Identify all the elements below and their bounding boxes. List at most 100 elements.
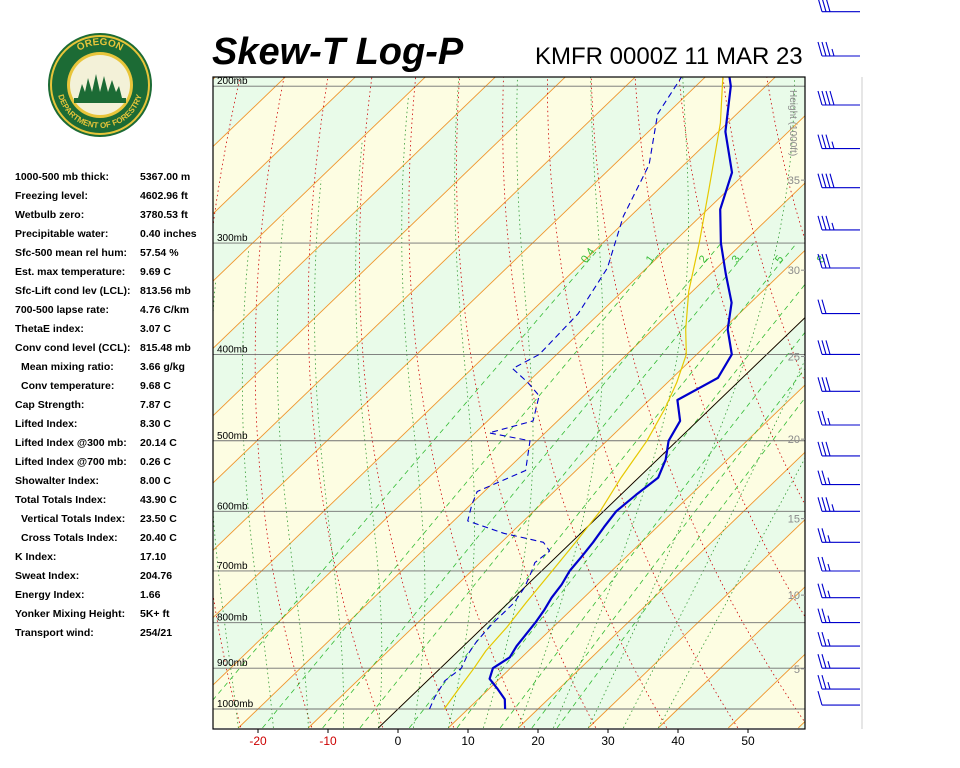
index-row: Cap Strength: 7.87 C [15,396,215,415]
wind-barb-flag [817,497,823,512]
index-value: 8.30 C [140,418,171,430]
isotherm-line [213,77,706,551]
wind-barb-flag [821,90,827,106]
wind-barb [817,497,860,512]
pressure-label: 200mb [217,76,248,87]
wind-barb-half-flag [827,477,831,485]
temperature-band [798,721,805,728]
wind-barb-half-flag [831,48,835,57]
stability-indices-panel: 1000-500 mb thick: 5367.00 m Freezing leve… [15,168,215,643]
index-value: 20.40 C [140,532,177,544]
isotherm-line [213,77,776,619]
wind-barb [817,215,860,231]
wind-barb-flag [825,90,831,106]
isotherm-line [448,384,805,729]
dry-adiabat [358,77,455,729]
dry-adiabat [307,77,384,729]
index-value: 3.07 C [140,323,171,335]
wind-barb-flag [825,377,831,392]
height-tick-label: 25 [788,351,800,363]
temperature-tick-label: -10 [319,734,337,748]
index-row: Est. max temperature: 9.69 C [15,263,215,282]
height-tick-label: 10 [788,590,800,602]
wind-barb [817,41,860,57]
dry-adiabat [932,0,960,732]
pressure-label: 800mb [217,613,248,624]
wind-barb-flag [821,441,827,457]
wind-barb-half-flag [831,141,835,149]
isotherm-line [518,451,805,729]
index-row: Vertical Totals Index: 23.50 C [15,510,215,529]
index-value: 7.87 C [140,399,171,411]
moist-adiabat [518,77,604,729]
pressure-label: 600mb [217,501,248,512]
wind-barb-flag [821,608,827,623]
index-row: Precipitable water: 0.40 inches [15,225,215,244]
wind-barb [817,299,860,315]
dry-adiabat [590,77,805,724]
mixing-ratio-label: 1 [644,253,657,265]
wind-barb-flag [817,583,823,598]
index-value: 204.76 [140,570,173,582]
wind-barb-flag [817,377,823,392]
wind-barb-flag [818,0,823,12]
wind-barb [817,654,860,669]
isotherm-line [213,115,805,686]
wind-barb-flag [825,253,831,269]
wind-barb-flag [817,410,823,426]
index-label: ThetaE index: [15,323,84,335]
isotherm-line [308,249,805,729]
temperature-tick-label: 0 [395,734,402,748]
mixing-ratio-line [499,331,805,729]
wind-barb-flag [821,556,827,572]
wind-barb [817,441,860,457]
index-label: Yonker Mixing Height: [15,608,126,620]
svg-text:OREGON: OREGON [75,37,125,54]
wind-barb [817,556,860,572]
wind-barb-flag [821,41,827,57]
reference-isotherm-line [378,317,805,729]
mixing-ratio-line [408,242,798,729]
height-tick-label: 30 [788,265,800,277]
temperature-band [728,654,805,728]
index-label: Mean mixing ratio: [21,361,114,373]
mixing-ratio-label: 3 [730,253,743,265]
index-label: Wetbulb zero: [15,209,85,221]
index-value: 3780.53 ft [140,209,188,221]
index-row: K Index: 17.10 [15,548,215,567]
index-row: 700-500 lapse rate: 4.76 C/km [15,301,215,320]
pressure-label: 700mb [217,561,248,572]
index-value: 57.54 % [140,247,179,259]
wind-barb-flag [817,690,823,706]
temperature-band [938,0,960,728]
index-value: 4.76 C/km [140,304,190,316]
dry-adiabat [502,77,668,729]
temperature-tick-label: 20 [531,734,545,748]
index-value: 0.26 C [140,456,171,468]
wind-barb-flag [817,441,823,457]
pressure-label: 900mb [217,658,248,669]
wind-barb-flag [817,528,823,543]
wind-barb-flag [817,556,823,572]
index-row: Energy Index: 1.66 [15,586,215,605]
temperature-tick-label: -20 [249,734,267,748]
wind-barb-flag [825,497,831,512]
index-value: 1.66 [140,589,161,601]
index-row: Sfc-500 mean rel hum: 57.54 % [15,244,215,263]
isotherm-line [238,182,805,729]
wind-barb-flag [821,299,827,314]
pressure-label: 400mb [217,344,248,355]
index-label: Cap Strength: [15,399,85,411]
wind-barb-flag [821,654,827,669]
mixing-ratio-label: 8 [815,253,828,265]
pressure-label: 1000mb [217,699,254,710]
index-row: Mean mixing ratio: 3.66 g/kg [15,358,215,377]
temperature-band [868,0,960,728]
wind-barb-flag [817,253,823,269]
temperature-tick-label: 50 [741,734,755,748]
index-label: Lifted Index @700 mb: [15,456,127,468]
isotherm-line [213,77,636,484]
wind-barb [817,377,860,392]
wind-barb-flag [825,340,831,355]
